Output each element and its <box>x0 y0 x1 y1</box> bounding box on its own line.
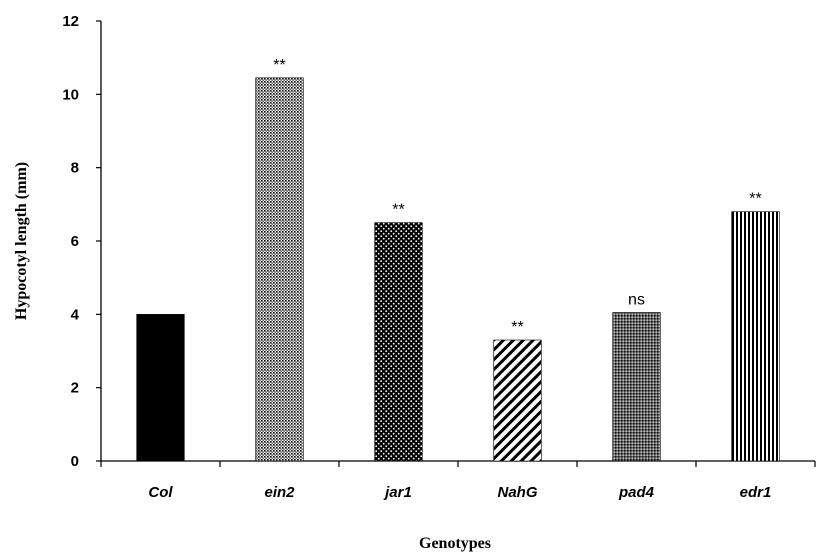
bar-jar1 <box>374 222 423 462</box>
bar-ein2 <box>255 77 304 462</box>
category-label: ein2 <box>264 484 295 501</box>
y-axis-title: Hypocotyl length (mm) <box>13 162 30 320</box>
bar-pad4 <box>612 312 661 462</box>
bars <box>136 77 780 462</box>
bar-nahg <box>493 339 542 462</box>
y-tick-label: 10 <box>62 86 79 103</box>
significance-label: ** <box>392 202 404 219</box>
x-ticks <box>100 461 816 467</box>
significance-labels: ** ** ** ns ** <box>273 57 761 336</box>
bar-edr1 <box>731 211 780 462</box>
axes <box>100 21 815 462</box>
y-ticks: 0 2 4 6 8 10 12 <box>62 13 101 470</box>
bar-col <box>136 314 185 462</box>
category-label: jar1 <box>383 484 412 501</box>
significance-label: ** <box>273 57 285 74</box>
category-label: edr1 <box>740 484 772 501</box>
significance-label: ns <box>628 292 645 309</box>
y-tick-label: 12 <box>62 13 79 30</box>
y-tick-label: 2 <box>71 380 79 397</box>
category-label: NahG <box>497 484 537 501</box>
category-label: Col <box>148 484 173 501</box>
category-labels: Col ein2 jar1 NahG pad4 edr1 <box>148 484 771 501</box>
category-label: pad4 <box>618 484 655 501</box>
y-tick-label: 0 <box>71 453 79 470</box>
x-axis-title: Genotypes <box>419 535 491 552</box>
significance-label: ** <box>511 319 523 336</box>
y-tick-label: 6 <box>71 233 79 250</box>
y-tick-label: 4 <box>71 306 80 323</box>
y-tick-label: 8 <box>71 160 79 177</box>
significance-label: ** <box>749 191 761 208</box>
